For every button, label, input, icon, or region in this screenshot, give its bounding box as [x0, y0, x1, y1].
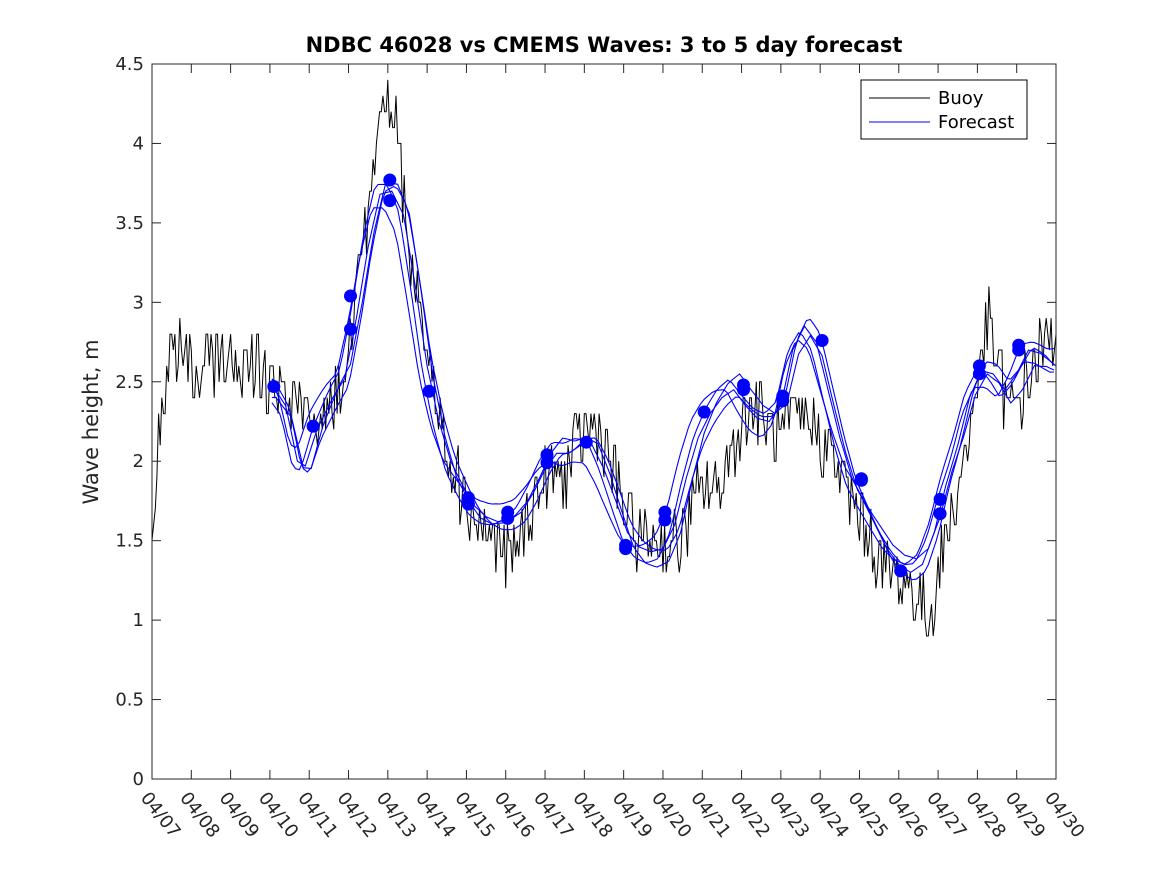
legend: Buoy Forecast — [860, 79, 1028, 140]
y-tick-label: 3 — [133, 292, 144, 313]
buoy-line — [152, 79, 1056, 637]
axes-box — [151, 63, 1057, 780]
chart-title: NDBC 46028 vs CMEMS Waves: 3 to 5 day fo… — [306, 33, 903, 57]
forecast-marker — [422, 384, 436, 398]
y-tick-label: 2.5 — [115, 372, 144, 393]
plot-series — [152, 79, 1056, 637]
forecast-marker — [1012, 338, 1026, 352]
y-tick-label: 0 — [133, 769, 144, 790]
y-tick-label: 4 — [133, 133, 144, 154]
legend-buoy-label: Buoy — [938, 88, 984, 109]
forecast-marker — [658, 505, 672, 519]
forecast-marker — [344, 289, 357, 303]
forecast-marker — [461, 497, 475, 511]
forecast-marker — [501, 505, 515, 519]
forecast-marker — [815, 334, 829, 347]
legend-forecast-label: Forecast — [938, 112, 1014, 133]
forecast-marker — [267, 380, 281, 393]
forecast-marker — [776, 389, 790, 403]
forecast-marker — [737, 378, 750, 392]
y-tick-label: 2 — [133, 451, 144, 472]
forecast-marker — [579, 435, 593, 449]
forecast-marker — [697, 405, 711, 419]
forecast-line-2 — [271, 183, 1055, 565]
plot-area — [152, 79, 1056, 637]
y-tick-label: 4.5 — [115, 54, 144, 75]
forecast-marker — [306, 419, 320, 433]
forecast-marker — [933, 492, 947, 506]
y-tick-label: 0.5 — [115, 690, 144, 711]
forecast-marker — [933, 507, 947, 521]
forecast-marker — [854, 472, 868, 486]
y-tick-label: 1 — [133, 610, 144, 631]
forecast-line-5 — [271, 181, 1055, 568]
y-axis-label: Wave height, m — [79, 339, 103, 504]
y-tick-label: 1.5 — [115, 531, 144, 552]
y-tick-label: 3.5 — [115, 213, 144, 234]
forecast-marker — [383, 173, 397, 187]
legend-box — [860, 79, 1028, 140]
forecast-marker — [383, 194, 397, 208]
forecast-marker — [540, 448, 554, 462]
forecast-marker — [619, 538, 633, 552]
forecast-marker — [344, 322, 357, 336]
forecast-marker — [894, 564, 908, 578]
forecast-marker — [972, 359, 986, 373]
